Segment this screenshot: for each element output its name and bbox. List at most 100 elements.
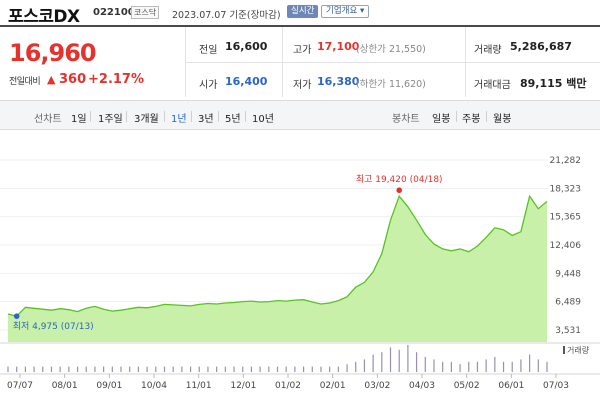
x-tick-label: 08/01	[52, 381, 78, 391]
volume-bar	[476, 361, 479, 372]
volume-bar	[537, 359, 539, 372]
volume-bar	[346, 364, 348, 372]
x-tick-label: 04/03	[409, 381, 435, 391]
separator	[126, 111, 127, 122]
x-tick-label: 07/07	[7, 381, 33, 391]
volume-bar	[155, 366, 157, 372]
volume-bar	[494, 357, 496, 372]
volume-bar	[259, 366, 261, 372]
change-label: 전일대비	[9, 77, 41, 87]
volume-bar	[68, 366, 70, 372]
separator	[191, 111, 192, 122]
volume-bar	[372, 354, 374, 372]
volume-bar	[172, 366, 174, 372]
change-value: 360	[59, 72, 87, 87]
quote-date: 2023.07.07 기준(장마감)	[172, 10, 281, 21]
volume-bar	[502, 361, 505, 372]
y-tick-label: 21,282	[550, 156, 582, 166]
price-line	[7, 194, 548, 317]
prev-close-value: 16,600	[225, 40, 268, 53]
volume-bar	[76, 366, 79, 372]
volume-bar	[329, 366, 331, 372]
volume-bar	[16, 366, 18, 372]
volume-bar	[207, 366, 209, 372]
candle-weekly[interactable]: 주봉	[462, 114, 481, 125]
volume-bar	[250, 366, 253, 372]
max-label: 최고 19,420 (04/18)	[356, 174, 443, 185]
candle-monthly[interactable]: 월봉	[493, 114, 512, 125]
change-percent: +2.17%	[88, 72, 144, 87]
x-tick-label: 07/03	[543, 381, 569, 391]
stock-name: 포스코DX	[8, 7, 80, 27]
header-divider	[0, 25, 600, 27]
volume-bar	[146, 366, 148, 372]
volume-bar	[529, 354, 531, 372]
min-label: 최저 4,975 (07/13)	[13, 321, 94, 332]
volume-label: 거래량	[474, 45, 502, 56]
current-price: 16,960	[9, 39, 97, 67]
volume-bar	[407, 345, 409, 372]
volume-bar	[398, 349, 400, 372]
volume-bar	[285, 366, 287, 372]
stats-divider	[185, 62, 600, 63]
period-3y[interactable]: 3년	[198, 114, 214, 125]
x-tick-label: 10/04	[141, 381, 167, 391]
volume-bar	[59, 366, 61, 372]
x-axis-labels: 07/07 08/01 09/01 10/04 11/01 12/01 01/02 02/01…	[7, 374, 569, 391]
price-chart: 21,28218,32315,36512,4069,4486,4893,531 …	[0, 156, 600, 391]
volume-label: 거래량	[567, 345, 590, 355]
candle-daily[interactable]: 일봉	[432, 114, 451, 125]
lower-limit: (하한가 11,620)	[356, 79, 426, 90]
volume-bar	[33, 366, 35, 372]
volume-bar	[320, 366, 322, 372]
period-10y[interactable]: 10년	[252, 114, 274, 125]
volume-bar	[337, 366, 339, 372]
company-overview-button[interactable]: 기업개요 ▾	[321, 5, 370, 18]
period-1w[interactable]: 1주일	[98, 114, 123, 125]
y-tick-label: 15,365	[550, 213, 582, 223]
y-tick-label: 9,448	[555, 269, 581, 279]
volume-bar	[511, 361, 513, 372]
prev-close-label: 전일	[199, 45, 218, 56]
y-tick-label: 18,323	[550, 184, 582, 194]
period-3m[interactable]: 3개월	[134, 114, 159, 125]
volume-bar	[7, 366, 9, 372]
separator	[218, 111, 219, 122]
period-5y[interactable]: 5년	[225, 114, 241, 125]
separator	[90, 111, 91, 122]
volume-bar	[415, 352, 418, 372]
price-box: 16,960 전일대비 ▲ 360 +2.17%	[0, 27, 185, 97]
volume-bar	[24, 366, 26, 372]
period-1y[interactable]: 1년	[171, 114, 187, 125]
volume-value: 5,286,687	[510, 40, 572, 53]
volume-bar	[137, 366, 140, 372]
volume-bar	[424, 357, 426, 372]
low-value: 16,380	[317, 75, 360, 88]
volume-bar	[442, 361, 444, 372]
separator	[486, 111, 487, 122]
min-marker	[13, 313, 20, 319]
x-tick-label: 11/01	[186, 381, 212, 391]
candle-chart-label: 봉차트	[392, 114, 420, 125]
stock-code: 022100	[93, 7, 135, 18]
volume-bar	[381, 352, 383, 372]
x-tick-label: 05/02	[454, 381, 480, 391]
volume-bar	[129, 366, 131, 372]
realtime-button[interactable]: 실시간	[287, 5, 319, 18]
volume-bar	[111, 366, 113, 372]
volume-bar	[85, 366, 87, 372]
volume-bar	[50, 366, 53, 372]
trade-value: 89,115 백만	[520, 77, 587, 90]
volume-bar	[485, 359, 487, 372]
volume-bar	[459, 364, 461, 372]
volume-bar	[363, 359, 366, 372]
volume-legend-swatch	[563, 346, 565, 354]
separator	[245, 111, 246, 122]
trade-value-label: 거래대금	[474, 80, 511, 91]
line-chart-label: 선차트	[34, 114, 62, 125]
volume-bar	[276, 366, 279, 372]
volume-bar	[389, 347, 392, 372]
volume-bar	[433, 359, 435, 372]
period-1d[interactable]: 1일	[71, 114, 87, 125]
up-arrow-icon: ▲	[47, 73, 56, 86]
